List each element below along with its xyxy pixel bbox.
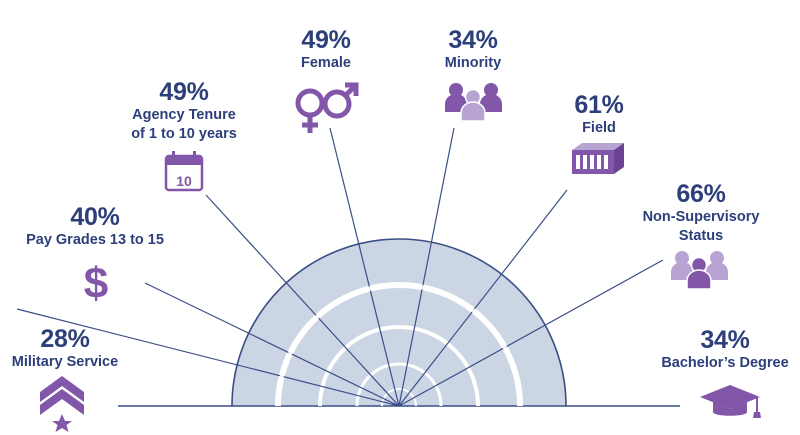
calendar-icon: 10 — [164, 151, 204, 192]
caption-label: Female — [301, 55, 351, 71]
half-disc — [231, 238, 567, 407]
people-group-icon — [671, 251, 728, 290]
graduation-cap-icon — [700, 385, 761, 418]
item-field: 61% Field — [549, 91, 649, 138]
percent-label: 34% — [448, 26, 498, 54]
calendar-icon-text: 10 — [176, 173, 192, 189]
item-pay-grades: 40% Pay Grades 13 to 15 — [10, 203, 180, 250]
percent-label: 49% — [159, 78, 209, 106]
spoke-female — [329, 127, 400, 407]
caption-label: Minority — [444, 55, 502, 71]
item-female: 49% Female — [276, 26, 376, 73]
percent-label: 28% — [40, 325, 90, 353]
building-icon — [572, 143, 624, 174]
item-non-supervisory: 66% Non-Supervisory Status — [626, 180, 776, 246]
caption-label: Agency Tenure — [132, 107, 236, 123]
percent-label: 61% — [574, 91, 624, 119]
caption-label: Non-Supervisory — [642, 209, 760, 225]
spoke-field — [398, 189, 568, 407]
item-minority: 34% Minority — [423, 26, 523, 73]
caption-label: Pay Grades 13 to 15 — [26, 232, 164, 248]
percent-label: 40% — [70, 203, 120, 231]
spoke-paygrades — [144, 282, 400, 407]
chevron-star-icon — [40, 376, 84, 432]
spoke-nonsupervisory — [398, 259, 664, 407]
inner-arc-2 — [318, 325, 480, 407]
item-military-service: 28% Military Service — [0, 325, 130, 372]
caption-label: of 1 to 10 years — [131, 126, 237, 142]
caption-label: Bachelor’s Degree — [661, 355, 789, 371]
ring-overlay — [276, 283, 522, 407]
caption-label: Status — [678, 228, 724, 244]
spoke-minority — [398, 127, 455, 407]
item-agency-tenure: 49% Agency Tenure of 1 to 10 years — [114, 78, 254, 144]
percent-label: 34% — [700, 326, 750, 354]
percent-label: 66% — [676, 180, 726, 208]
caption-label: Military Service — [11, 354, 119, 370]
inner-arc-4 — [381, 388, 417, 407]
item-bachelors-degree: 34% Bachelor’s Degree — [650, 326, 800, 373]
spoke-tenure — [205, 194, 400, 407]
dollar-icon: $ — [84, 259, 108, 308]
percent-label: 49% — [301, 26, 351, 54]
caption-label: Field — [582, 120, 616, 136]
people-group-icon — [445, 83, 502, 122]
spoke-military — [16, 308, 400, 407]
gender-icon — [295, 82, 359, 133]
